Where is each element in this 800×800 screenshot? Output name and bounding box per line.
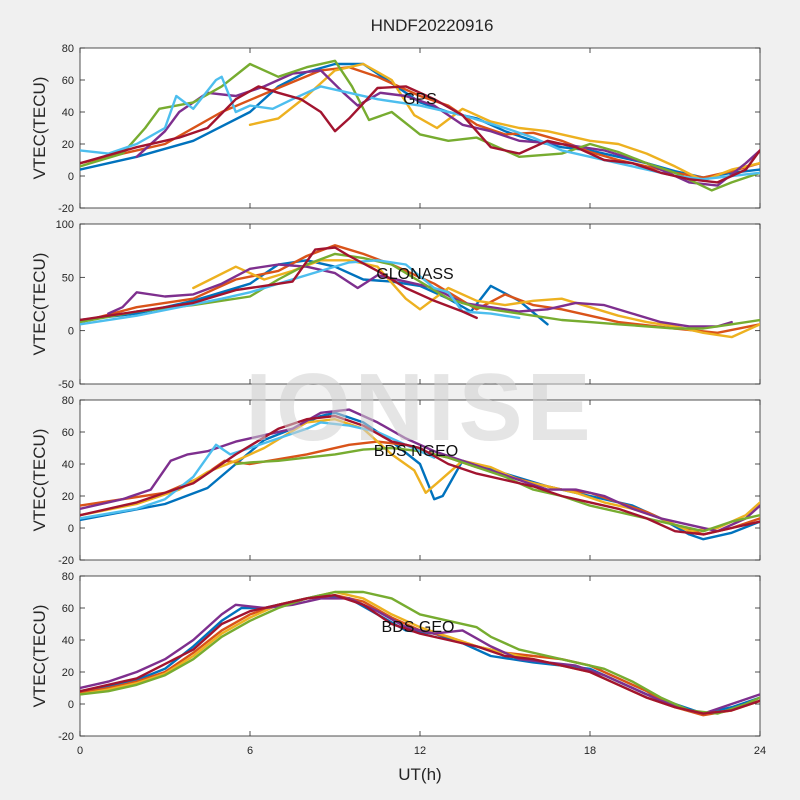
series-line-5	[80, 590, 760, 715]
y-tick-label: 20	[62, 667, 74, 679]
series-line-2	[80, 244, 760, 334]
series-group	[80, 590, 760, 717]
y-tick-label: -20	[58, 731, 74, 743]
y-tick-label: -20	[58, 203, 74, 215]
y-tick-label: 80	[62, 395, 74, 407]
y-tick-label: 0	[68, 326, 74, 338]
y-tick-label: 100	[56, 219, 74, 231]
y-tick-label: -50	[58, 379, 74, 391]
panel-glonass-ylabel: VTEC(TECU)	[30, 253, 49, 356]
panel-glonass: -50 0 50 100 VTEC(TECU) GLONASS	[30, 219, 761, 391]
series-line-4	[107, 263, 733, 328]
y-tick-label: 60	[62, 75, 74, 87]
y-tick-label: 20	[62, 139, 74, 151]
series-line-3	[248, 62, 760, 182]
series-group	[80, 59, 760, 192]
panel-glonass-annotation: GLONASS	[376, 266, 453, 283]
watermark: IONISE	[245, 354, 594, 461]
panel-gps-axes	[79, 47, 761, 209]
panel-bds-ngeo-plot: -20 0 20 40 60 80	[58, 395, 761, 567]
y-tick-label: 20	[62, 491, 74, 503]
panel-bds-ngeo-annotation: BDS NGEO	[374, 443, 458, 460]
series-line-6	[80, 75, 760, 181]
y-tick-label: 40	[62, 635, 74, 647]
series-line-5	[234, 446, 760, 533]
panel-gps-plot: -20 0 20 40 60 80	[58, 43, 761, 215]
series-line-4	[80, 408, 760, 533]
y-tick-label: 40	[62, 107, 74, 119]
x-tick-label: 18	[584, 745, 596, 757]
series-line-5	[80, 59, 760, 192]
y-tick-label: 80	[62, 43, 74, 55]
panel-gps: -20 0 20 40 60 80 VTEC(TECU) GPS	[30, 43, 761, 215]
series-line-1	[80, 259, 549, 326]
y-tick-label: 0	[68, 699, 74, 711]
x-tick-label: 6	[247, 745, 253, 757]
series-group	[80, 408, 760, 541]
series-line-7	[80, 85, 760, 184]
panel-gps-annotation: GPS	[403, 91, 437, 108]
panel-bds-geo-annotation: BDS GEO	[382, 619, 455, 636]
series-line-7	[80, 414, 760, 536]
panel-bds-geo-ylabel: VTEC(TECU)	[30, 605, 49, 708]
panel-gps-ylabel: VTEC(TECU)	[30, 77, 49, 180]
series-line-7	[80, 246, 478, 322]
y-tick-label: 40	[62, 459, 74, 471]
series-line-4	[135, 69, 760, 187]
panel-bds-ngeo-ylabel: VTEC(TECU)	[30, 429, 49, 532]
x-axis-label: UT(h)	[398, 765, 441, 784]
series-group	[80, 244, 760, 339]
series-line-6	[80, 594, 760, 715]
y-tick-label: 0	[68, 523, 74, 535]
y-tick-label: 80	[62, 571, 74, 583]
panel-bds-ngeo: -20 0 20 40 60 80 VTEC(TECU) BDS NGEO	[30, 395, 761, 567]
y-tick-label: -20	[58, 555, 74, 567]
panel-glonass-plot: -50 0 50 100	[56, 219, 761, 391]
x-tick-label: 0	[77, 745, 83, 757]
series-line-6	[80, 259, 521, 326]
y-tick-label: 60	[62, 427, 74, 439]
y-tick-label: 50	[62, 272, 74, 284]
x-tick-label: 24	[754, 745, 766, 757]
series-line-4	[80, 597, 760, 715]
y-tick-label: 0	[68, 171, 74, 183]
figure-title: HNDF20220916	[371, 16, 494, 35]
x-tick-label: 12	[414, 745, 426, 757]
y-tick-label: 60	[62, 603, 74, 615]
